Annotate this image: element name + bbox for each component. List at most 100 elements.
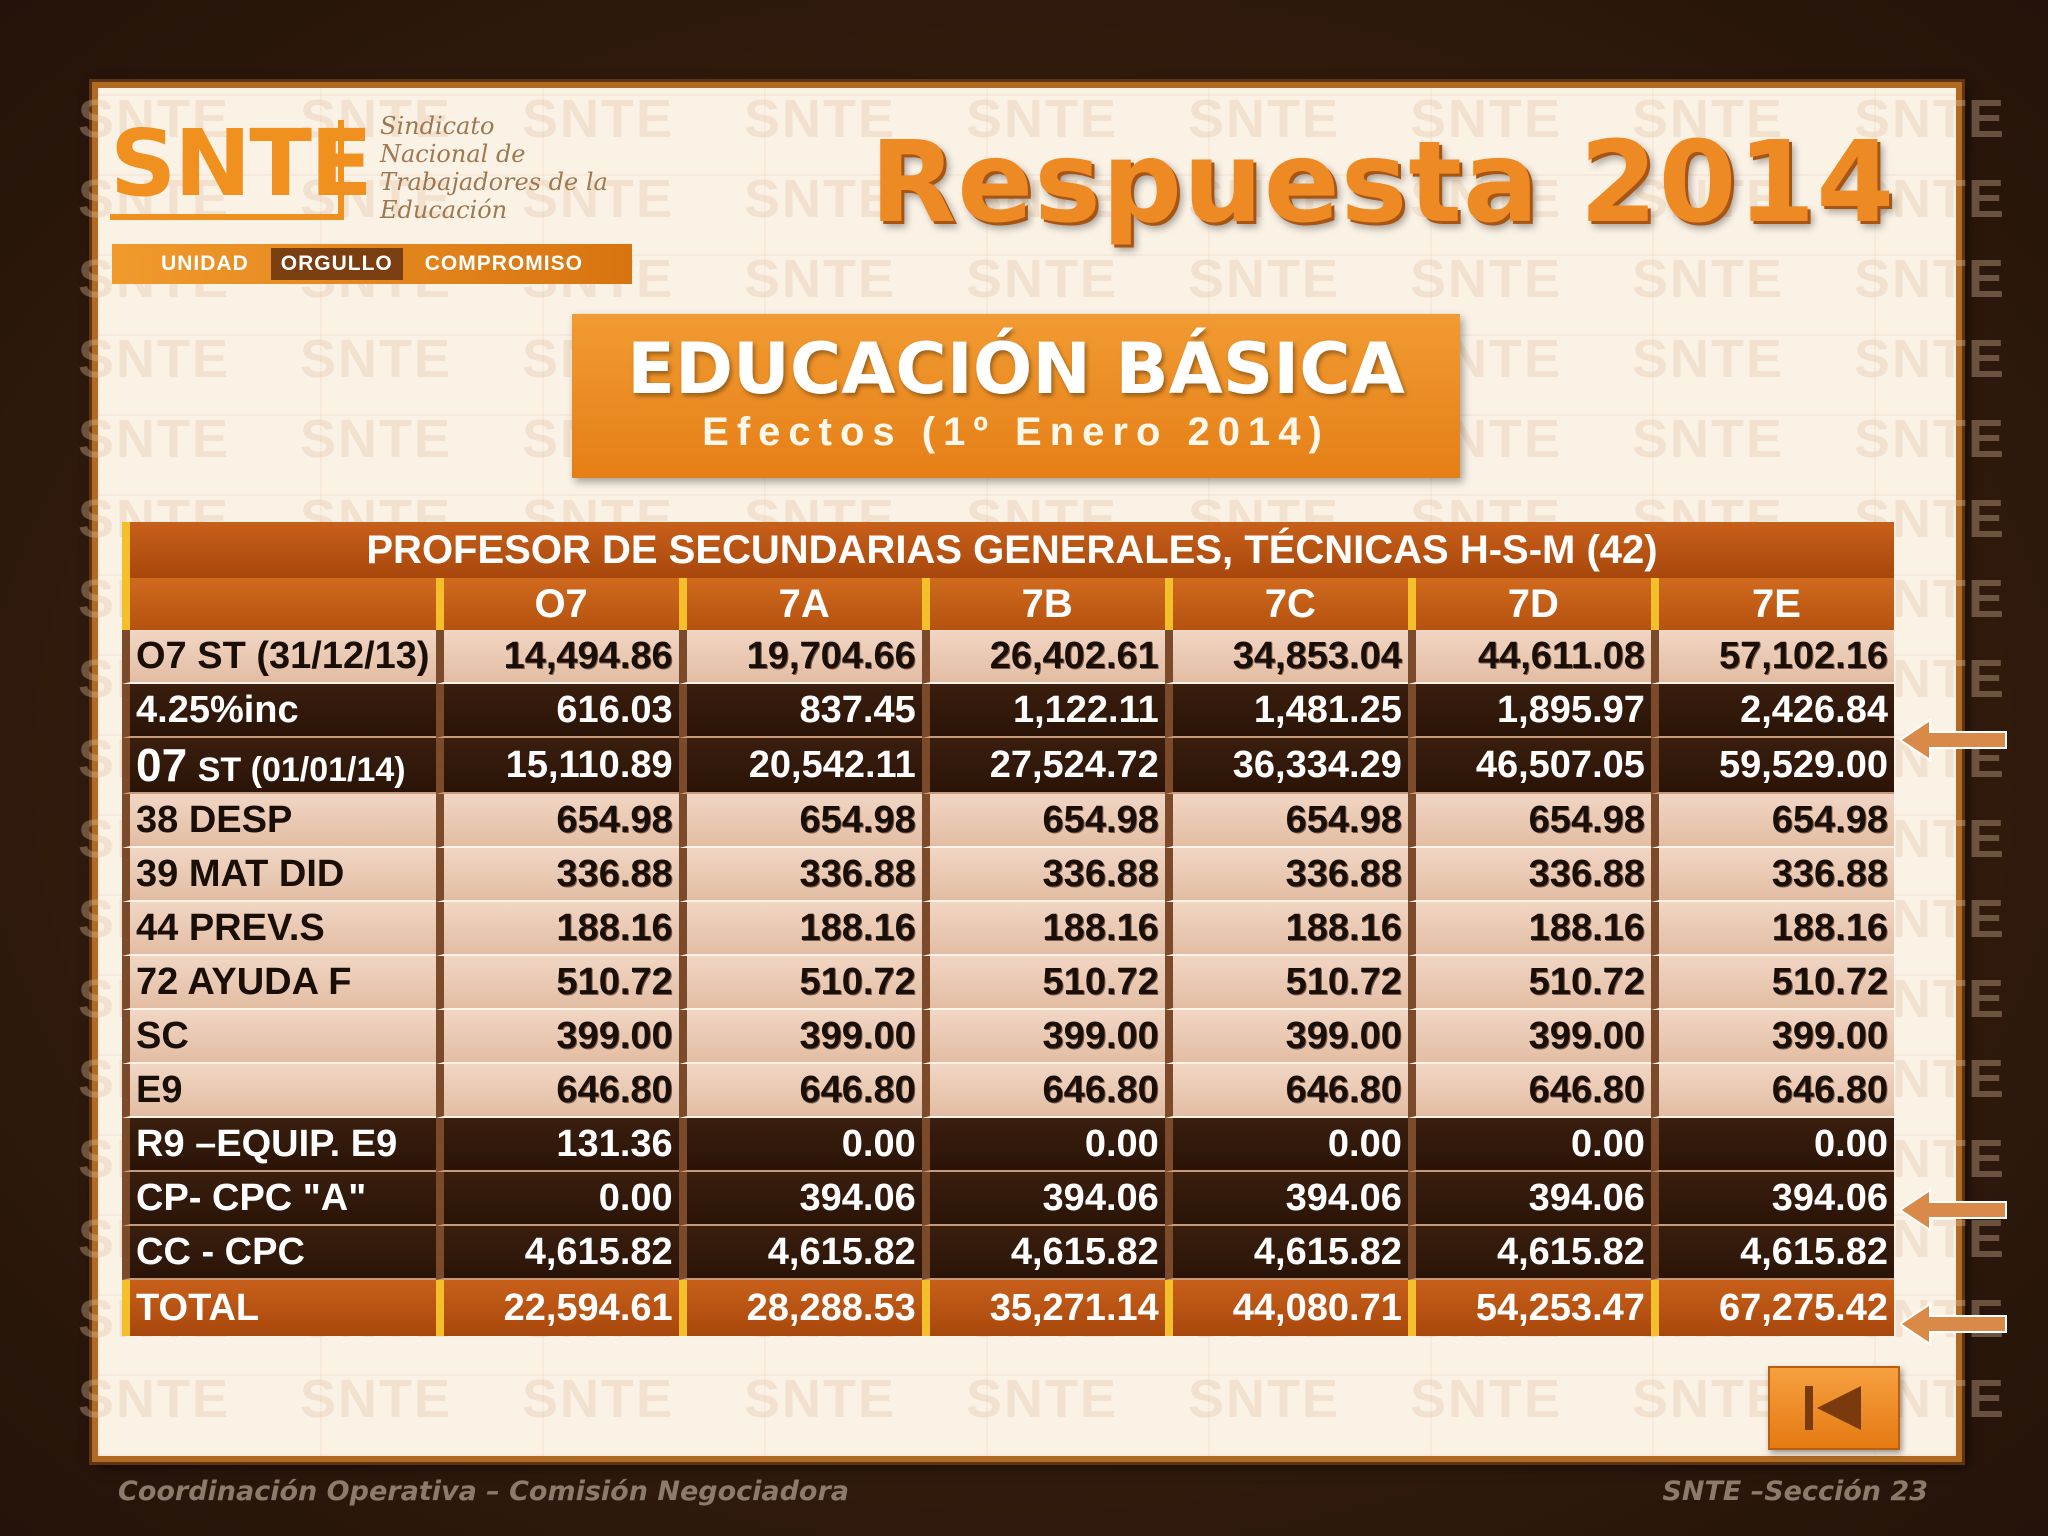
table-cell: 20,542.11: [678, 738, 922, 794]
table-row: 44 PREV.S 188.16 188.16 188.16 188.16 188.16 1…: [122, 902, 1894, 956]
table-cell: 394.06: [1650, 1172, 1894, 1226]
table-row: CC - CPC 4,615.82 4,615.82 4,615.82 4,615.82…: [122, 1226, 1894, 1280]
table-cell: 336.88: [1650, 848, 1894, 902]
table-cell: 1,122.11: [921, 684, 1165, 738]
table-row: 72 AYUDA F 510.72 510.72 510.72 510.72 510.72…: [122, 956, 1894, 1010]
table-cell: 399.00: [1407, 1010, 1651, 1064]
row-label: 39 MAT DID: [122, 848, 436, 902]
table-cell: 646.80: [678, 1064, 922, 1118]
table-cell: 1,895.97: [1407, 684, 1651, 738]
table-cell: 67,275.42: [1650, 1280, 1894, 1336]
row-label: 44 PREV.S: [122, 902, 436, 956]
table-cell: 399.00: [1164, 1010, 1408, 1064]
table-cell: 399.00: [435, 1010, 679, 1064]
footer-left: Coordinación Operativa – Comisión Negoci…: [118, 1476, 850, 1507]
table-cell: 0.00: [435, 1172, 679, 1226]
table-title-row: PROFESOR DE SECUNDARIAS GENERALES, TÉCNI…: [122, 522, 1894, 578]
back-to-start-button[interactable]: [1768, 1366, 1900, 1450]
table-cell: 14,494.86: [435, 630, 679, 684]
logo-mark: SNTE: [110, 110, 373, 217]
table-row: CP- CPC "A" 0.00 394.06 394.06 394.06 394.06 3…: [122, 1172, 1894, 1226]
pointer-arrow-icon: [1900, 1302, 2007, 1346]
table-cell: 510.72: [678, 956, 922, 1010]
table-cell: 654.98: [1407, 794, 1651, 848]
table-cell: 35,271.14: [921, 1280, 1165, 1336]
table-cell: 0.00: [1650, 1118, 1894, 1172]
row-label: 07 ST (01/01/14): [122, 738, 436, 794]
pointer-arrow-icon: [1900, 718, 2007, 762]
table-cell: 188.16: [921, 902, 1165, 956]
snte-logo: SNTE Sindicato Nacional de Trabajadores …: [110, 106, 636, 286]
table-row: R9 –EQUIP. E9 131.36 0.00 0.00 0.00 0.00 0.00: [122, 1118, 1894, 1172]
motto-word: COMPROMISO: [424, 252, 583, 275]
logo-name-line: Educación: [380, 196, 508, 224]
row-label: TOTAL: [122, 1280, 436, 1336]
table-cell: 1,481.25: [1164, 684, 1408, 738]
table-row: TOTAL 22,594.61 28,288.53 35,271.14 44,080.7…: [122, 1280, 1894, 1336]
table-cell: 646.80: [1650, 1064, 1894, 1118]
watermark-mark: SNTE: [1854, 249, 2007, 309]
table-cell: 28,288.53: [678, 1280, 922, 1336]
table-cell: 646.80: [435, 1064, 679, 1118]
column-header: 7A: [678, 578, 922, 630]
table-row: O7 ST (31/12/13) 14,494.86 19,704.66 26,402…: [122, 630, 1894, 684]
row-label-sub: ST (01/01/14): [197, 751, 406, 789]
table-cell: 399.00: [1650, 1010, 1894, 1064]
page-title: Respuesta 2014: [870, 118, 1896, 248]
table-cell: 0.00: [921, 1118, 1165, 1172]
column-header: 7E: [1650, 578, 1894, 630]
watermark-mark: SNTE: [744, 1369, 897, 1429]
table-cell: 46,507.05: [1407, 738, 1651, 794]
table-cell: 2,426.84: [1650, 684, 1894, 738]
table-cell: 336.88: [678, 848, 922, 902]
table-cell: 336.88: [1407, 848, 1651, 902]
watermark-mark: SNTE: [522, 1369, 675, 1429]
watermark-mark: SNTE: [1632, 1369, 1785, 1429]
section-subtitle: Efectos (1º Enero 2014): [702, 410, 1330, 454]
watermark-mark: SNTE: [1854, 329, 2007, 389]
table-cell: 188.16: [1650, 902, 1894, 956]
table-cell: 646.80: [1407, 1064, 1651, 1118]
table-cell: 646.80: [921, 1064, 1165, 1118]
column-header: 7B: [921, 578, 1165, 630]
table-row: 38 DESP 654.98 654.98 654.98 654.98 654.98 654…: [122, 794, 1894, 848]
column-header: 7D: [1407, 578, 1651, 630]
logo-name-line: Trabajadores de la: [380, 168, 608, 196]
table-cell: 510.72: [1650, 956, 1894, 1010]
table-cell: 4,615.82: [1407, 1226, 1651, 1280]
watermark-mark: SNTE: [966, 1369, 1119, 1429]
motto-word: UNIDAD: [161, 252, 249, 275]
table-cell: 394.06: [1164, 1172, 1408, 1226]
table-title: PROFESOR DE SECUNDARIAS GENERALES, TÉCNI…: [122, 522, 1894, 578]
watermark-mark: SNTE: [1410, 1369, 1563, 1429]
table-cell: 336.88: [435, 848, 679, 902]
table-cell: 0.00: [678, 1118, 922, 1172]
table-cell: 654.98: [678, 794, 922, 848]
table-cell: 510.72: [921, 956, 1165, 1010]
table-cell: 394.06: [1407, 1172, 1651, 1226]
table-cell: 54,253.47: [1407, 1280, 1651, 1336]
table-row: E9 646.80 646.80 646.80 646.80 646.80 646.80: [122, 1064, 1894, 1118]
column-header: O7: [435, 578, 679, 630]
watermark-mark: SNTE: [1854, 409, 2007, 469]
row-label: E9: [122, 1064, 436, 1118]
logo-frame-vertical: [338, 120, 344, 216]
table-cell: 399.00: [921, 1010, 1165, 1064]
table-cell: 510.72: [435, 956, 679, 1010]
watermark-mark: SNTE: [78, 329, 231, 389]
watermark-mark: SNTE: [300, 409, 453, 469]
watermark-mark: SNTE: [1632, 329, 1785, 389]
row-label: SC: [122, 1010, 436, 1064]
table-cell: 4,615.82: [678, 1226, 922, 1280]
table-cell: 654.98: [1650, 794, 1894, 848]
table-cell: 26,402.61: [921, 630, 1165, 684]
table-cell: 59,529.00: [1650, 738, 1894, 794]
table-cell: 654.98: [1164, 794, 1408, 848]
table-cell: 616.03: [435, 684, 679, 738]
row-label-main: 07: [136, 739, 188, 791]
table-cell: 336.88: [921, 848, 1165, 902]
table-cell: 44,611.08: [1407, 630, 1651, 684]
table-cell: 57,102.16: [1650, 630, 1894, 684]
row-label: CC - CPC: [122, 1226, 436, 1280]
table-cell: 44,080.71: [1164, 1280, 1408, 1336]
